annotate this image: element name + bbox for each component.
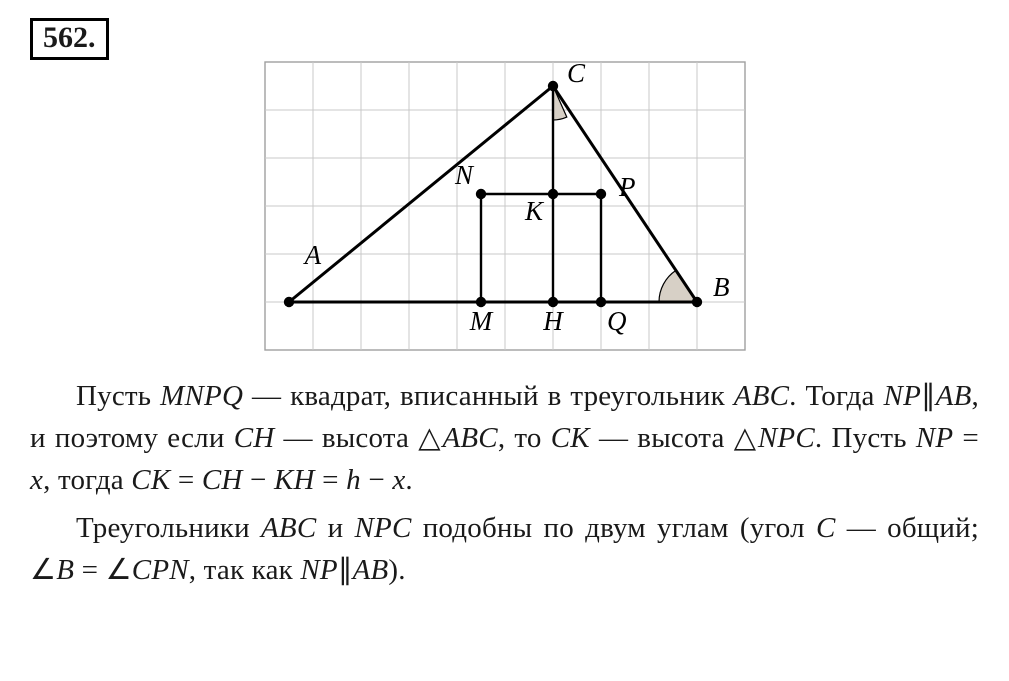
geometry-figure: A B C N P K M H Q: [259, 56, 751, 356]
svg-text:N: N: [453, 160, 474, 190]
svg-text:K: K: [523, 196, 544, 226]
svg-text:A: A: [302, 240, 321, 270]
paragraph-2: Треугольники ABC и NPC подобны по двум у…: [30, 507, 979, 591]
svg-text:Q: Q: [607, 306, 627, 336]
svg-text:C: C: [567, 58, 586, 88]
svg-text:M: M: [468, 306, 493, 336]
paragraph-1: Пусть MNPQ — квадрат, вписанный в треуго…: [30, 375, 979, 501]
problem-number: 562.: [30, 18, 109, 60]
solution-text: Пусть MNPQ — квадрат, вписанный в треуго…: [30, 375, 979, 591]
svg-text:B: B: [713, 272, 730, 302]
svg-text:H: H: [542, 306, 564, 336]
svg-text:P: P: [618, 172, 636, 202]
figure-container: A B C N P K M H Q: [30, 56, 979, 361]
